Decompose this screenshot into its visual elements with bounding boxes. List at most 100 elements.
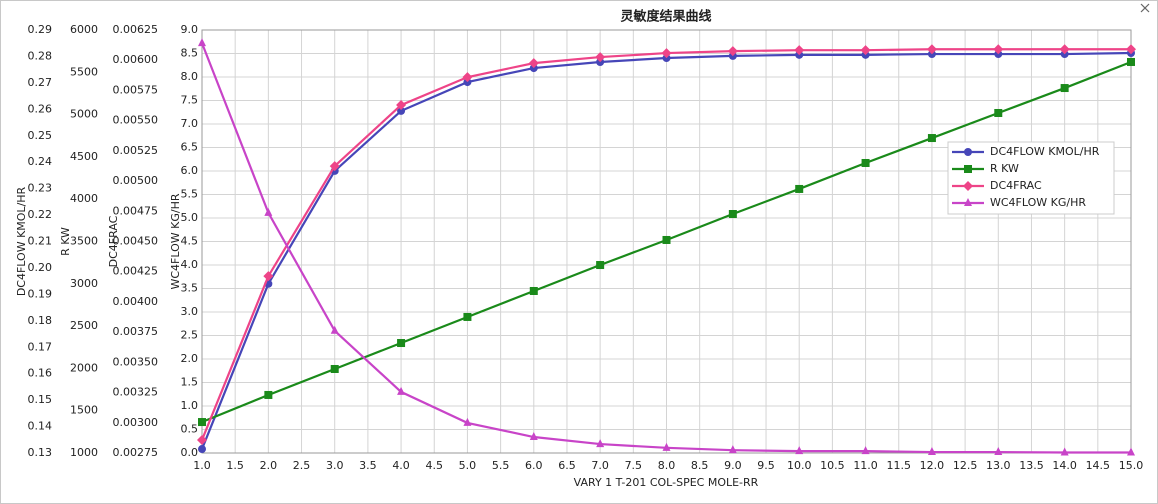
x-axis-label: VARY 1 T-201 COL-SPEC MOLE-RR [574,476,759,489]
x-tick-label: 7.0 [591,459,609,472]
y-tick-label: 0.00425 [113,265,159,278]
marker [462,72,473,83]
y-axis-label: DC4FLOW KMOL/HR [15,186,28,296]
y-tick-label: 0.00575 [113,83,159,96]
marker [662,235,671,244]
y-tick-label: 0.00500 [113,174,159,187]
y-tick-label: 0.22 [28,208,53,221]
x-tick-label: 1.5 [226,459,244,472]
y-axis-label: WC4FLOW KG/HR [169,193,182,289]
y-tick-label: 1000 [70,446,98,459]
y-tick-label: 0.00625 [113,23,159,36]
y-tick-label: 0.18 [28,314,53,327]
marker [994,447,1003,456]
y-tick-label: 0.0 [181,446,199,459]
y-tick-label: 5.5 [181,188,199,201]
marker [861,446,870,455]
close-icon[interactable] [1140,3,1150,13]
x-tick-label: 2.0 [260,459,278,472]
marker [994,108,1003,117]
y-tick-label: 0.00525 [113,144,159,157]
legend-label: DC4FRAC [990,179,1042,192]
y-tick-label: 0.21 [28,235,53,248]
y-tick-label: 0.15 [28,393,53,406]
legend-label: R KW [990,162,1019,175]
marker [964,198,972,206]
y-tick-label: 3.0 [181,305,199,318]
marker [993,44,1004,55]
x-tick-label: 11.5 [887,459,912,472]
y-tick-label: 4500 [70,150,98,163]
marker [529,286,538,295]
x-tick-label: 3.5 [359,459,377,472]
marker [330,364,339,373]
marker [197,434,207,445]
y-tick-label: 0.00550 [113,114,159,127]
x-tick-label: 7.5 [625,459,643,472]
y-tick-label: 0.00450 [113,235,159,248]
marker [964,148,972,156]
marker [596,261,605,270]
x-tick-label: 2.5 [293,459,311,472]
y-tick-label: 0.27 [28,76,53,89]
y-tick-label: 0.00275 [113,446,159,459]
marker [263,271,274,282]
x-tick-label: 4.5 [426,459,444,472]
y-tick-label: 0.00300 [113,416,159,429]
marker [1127,447,1135,456]
marker [662,442,671,451]
marker [728,445,737,454]
y-tick-label: 8.0 [181,70,199,83]
y-tick-label: 0.26 [28,102,53,115]
x-tick-label: 9.0 [724,459,742,472]
y-tick-label: 2.0 [181,352,199,365]
x-tick-label: 5.5 [492,459,510,472]
y-axis-label: R KW [59,227,72,256]
y-tick-label: 0.19 [28,287,53,300]
y-tick-label: 0.17 [28,340,53,353]
marker [397,106,406,115]
y-tick-label: 0.25 [28,129,53,142]
marker [964,165,972,173]
y-tick-label: 0.29 [28,23,53,36]
y-tick-label: 0.24 [28,155,53,168]
y-tick-label: 0.00350 [113,355,159,368]
x-tick-label: 13.0 [986,459,1011,472]
x-tick-label: 3.0 [326,459,344,472]
y-tick-label: 0.00600 [113,53,159,66]
y-tick-label: 0.23 [28,182,53,195]
marker [329,161,340,172]
marker [661,48,672,59]
y-tick-label: 7.5 [181,94,199,107]
x-tick-label: 14.5 [1086,459,1111,472]
y-tick-label: 0.5 [181,423,199,436]
y-tick-label: 9.0 [181,23,199,36]
marker [198,38,206,47]
y-tick-label: 1.0 [181,399,199,412]
y-tick-label: 5.0 [181,211,199,224]
y-tick-label: 2500 [70,319,98,332]
y-tick-label: 3.5 [181,282,199,295]
chart-title: 灵敏度结果曲线 [620,9,711,25]
marker [963,181,973,191]
y-tick-label: 6.5 [181,141,199,154]
y-tick-label: 0.00475 [113,204,159,217]
y-tick-label: 0.00325 [113,386,159,399]
y-tick-label: 2.5 [181,329,199,342]
marker [1060,84,1069,93]
marker [198,418,206,427]
marker [330,325,339,334]
marker [860,45,871,56]
marker [727,46,738,57]
y-tick-label: 6.0 [181,164,199,177]
y-axis-label: DC4FRAC [107,215,120,267]
marker [1126,44,1136,55]
marker [397,386,406,395]
marker [397,339,406,348]
x-tick-label: 6.0 [525,459,543,472]
y-tick-label: 0.14 [28,420,53,433]
y-tick-label: 0.13 [28,446,53,459]
marker [728,210,737,219]
y-tick-label: 4000 [70,192,98,205]
y-tick-label: 5500 [70,65,98,78]
